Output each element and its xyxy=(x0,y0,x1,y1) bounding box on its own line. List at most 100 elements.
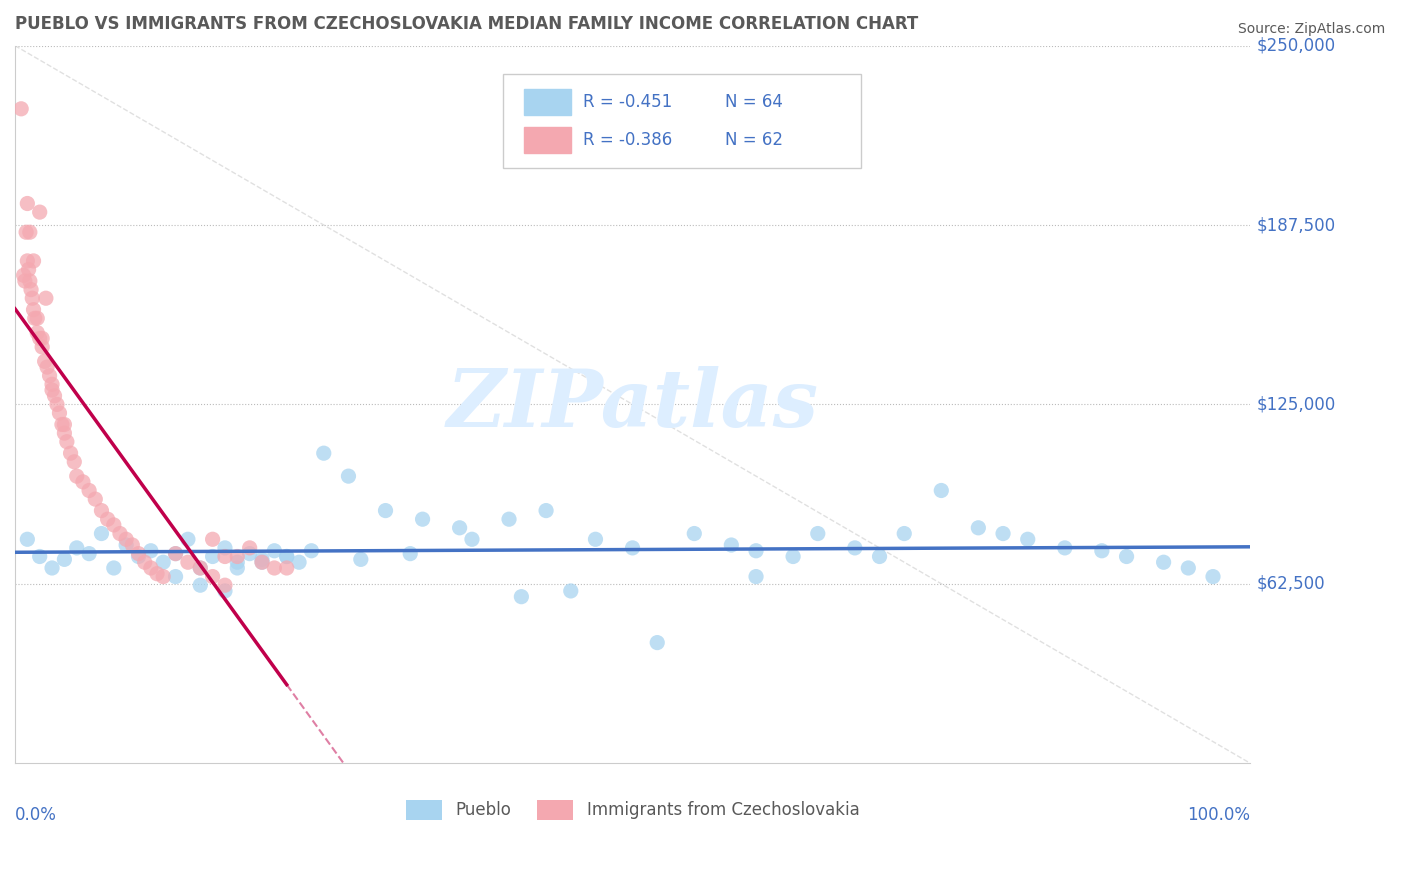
Point xyxy=(28,205,51,219)
Point xyxy=(90,503,112,517)
Point xyxy=(1115,549,1137,564)
Point xyxy=(31,340,53,354)
Point xyxy=(152,555,174,569)
Point xyxy=(25,311,48,326)
Point xyxy=(22,253,45,268)
Text: 0.0%: 0.0% xyxy=(15,806,56,824)
Text: N = 64: N = 64 xyxy=(725,93,783,112)
Point xyxy=(14,274,37,288)
Point xyxy=(201,569,224,583)
Text: PUEBLO VS IMMIGRANTS FROM CZECHOSLOVAKIA MEDIAN FAMILY INCOME CORRELATION CHART: PUEBLO VS IMMIGRANTS FROM CZECHOSLOVAKIA… xyxy=(15,15,918,33)
Point xyxy=(51,417,73,432)
Point xyxy=(53,417,76,432)
Point xyxy=(128,547,150,561)
Point xyxy=(1053,541,1076,555)
Point xyxy=(226,549,249,564)
Point xyxy=(214,549,236,564)
Text: $125,000: $125,000 xyxy=(1256,395,1336,413)
Point xyxy=(15,533,38,547)
Point xyxy=(97,512,120,526)
Point xyxy=(844,541,866,555)
Point xyxy=(510,590,533,604)
Point xyxy=(115,538,138,552)
Point xyxy=(1017,533,1039,547)
Point xyxy=(1202,569,1225,583)
Point xyxy=(399,547,422,561)
Point xyxy=(31,331,53,345)
Point xyxy=(239,547,262,561)
Point xyxy=(967,521,990,535)
Point xyxy=(48,406,70,420)
Point xyxy=(299,543,322,558)
Point xyxy=(214,541,236,555)
Point xyxy=(412,512,434,526)
Text: $62,500: $62,500 xyxy=(1256,574,1324,593)
Point xyxy=(645,635,668,649)
Point xyxy=(44,389,66,403)
Point xyxy=(37,360,59,375)
Text: Source: ZipAtlas.com: Source: ZipAtlas.com xyxy=(1237,22,1385,37)
Bar xyxy=(524,127,571,153)
Point xyxy=(177,533,200,547)
Point xyxy=(15,253,38,268)
Point xyxy=(869,549,891,564)
Point xyxy=(152,569,174,583)
Text: R = -0.451: R = -0.451 xyxy=(583,93,672,112)
Text: $250,000: $250,000 xyxy=(1256,37,1336,54)
Point xyxy=(177,555,200,569)
FancyBboxPatch shape xyxy=(503,74,860,168)
Text: ZIPatlas: ZIPatlas xyxy=(447,366,818,443)
Point xyxy=(84,492,107,507)
Point xyxy=(15,196,38,211)
Point xyxy=(121,538,143,552)
Text: R = -0.386: R = -0.386 xyxy=(583,131,672,149)
Point xyxy=(1177,561,1199,575)
Point xyxy=(139,543,162,558)
Text: 100.0%: 100.0% xyxy=(1187,806,1250,824)
Point xyxy=(312,446,335,460)
Point xyxy=(59,446,82,460)
Point xyxy=(41,377,63,392)
Point xyxy=(18,274,41,288)
Point xyxy=(461,533,484,547)
Point xyxy=(250,552,273,566)
Point xyxy=(560,583,582,598)
Point xyxy=(134,555,156,569)
Point xyxy=(1091,543,1114,558)
Point xyxy=(250,555,273,569)
Point xyxy=(188,561,211,575)
Point xyxy=(108,526,131,541)
Point xyxy=(25,326,48,340)
Point xyxy=(72,475,94,489)
Point xyxy=(165,547,187,561)
Point xyxy=(15,225,38,239)
Point xyxy=(201,533,224,547)
Point xyxy=(53,552,76,566)
Point xyxy=(24,311,46,326)
Point xyxy=(28,331,51,345)
Point xyxy=(20,283,42,297)
Point xyxy=(239,541,262,555)
Point xyxy=(226,561,249,575)
Point xyxy=(115,533,138,547)
Point xyxy=(893,526,915,541)
Point xyxy=(350,552,373,566)
Point xyxy=(337,469,360,483)
Point xyxy=(991,526,1014,541)
Point xyxy=(77,547,100,561)
Point xyxy=(63,455,86,469)
Point xyxy=(263,543,285,558)
Point xyxy=(720,538,742,552)
Point xyxy=(53,426,76,441)
Point xyxy=(34,354,56,368)
Point xyxy=(745,543,768,558)
Point xyxy=(38,368,60,383)
Point xyxy=(276,561,298,575)
Point xyxy=(276,549,298,564)
Point xyxy=(807,526,830,541)
Point xyxy=(56,434,79,449)
Point xyxy=(188,561,211,575)
Point xyxy=(201,549,224,564)
Point xyxy=(13,268,35,283)
Point xyxy=(449,521,471,535)
